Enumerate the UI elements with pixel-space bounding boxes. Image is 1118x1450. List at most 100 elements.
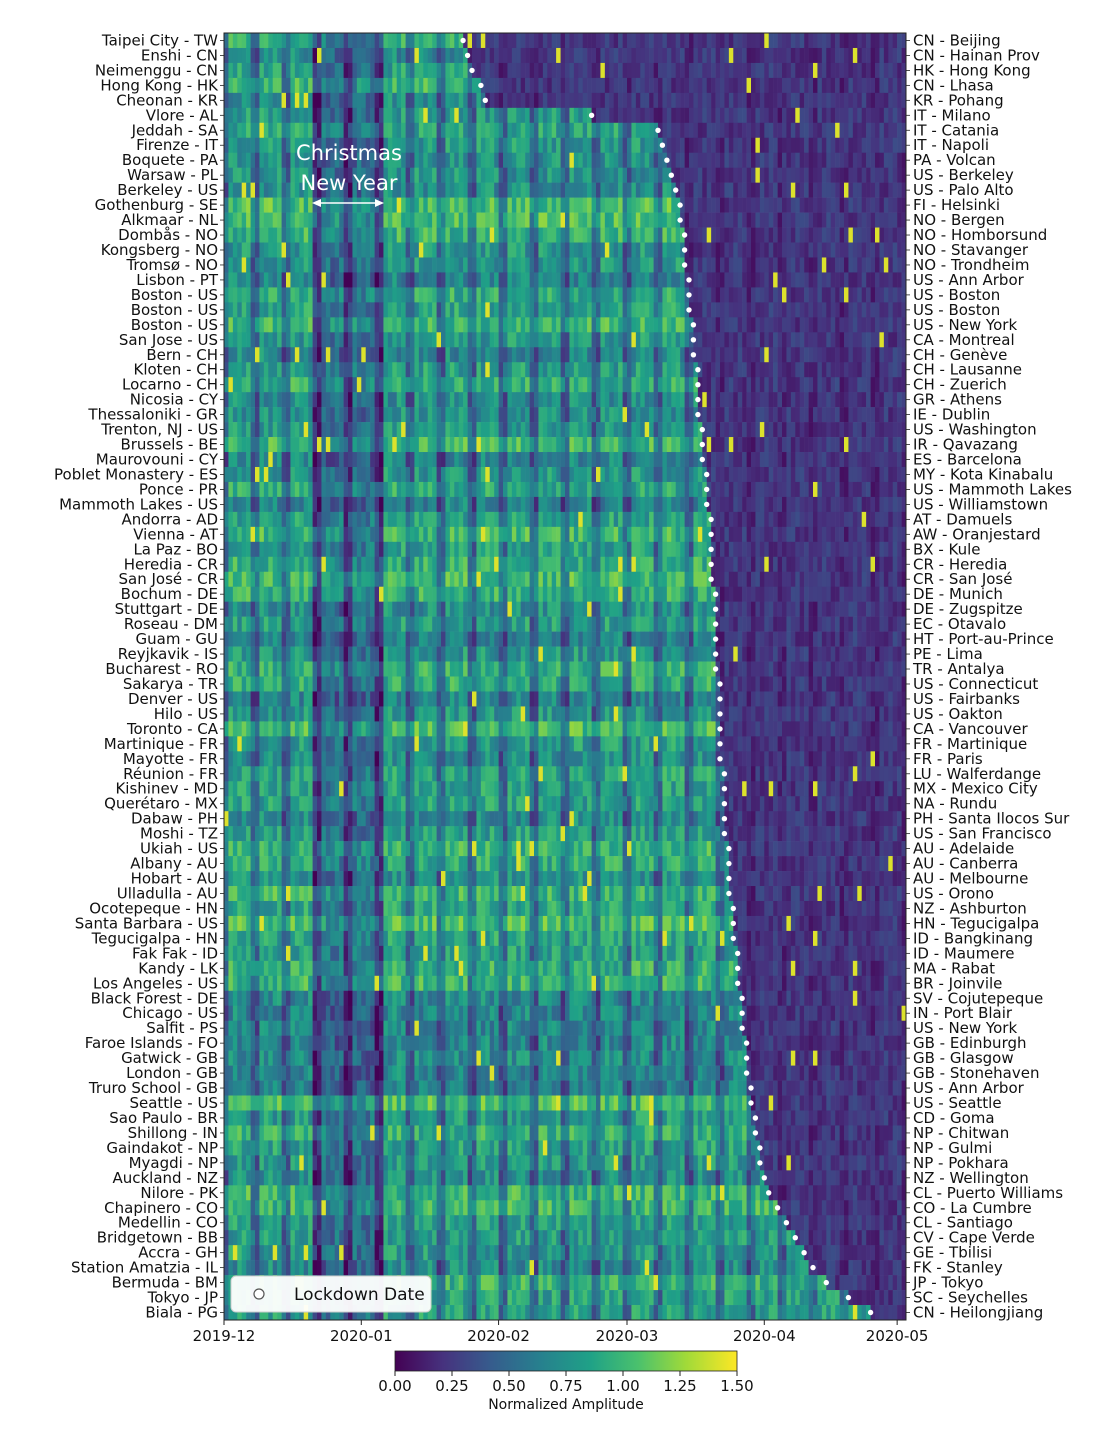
heatmap-cell — [343, 496, 349, 513]
heatmap-cell — [511, 62, 517, 79]
heatmap-cell — [844, 212, 849, 228]
heatmap-cell — [724, 496, 730, 513]
heatmap-cell — [892, 377, 898, 393]
heatmap-cell — [786, 452, 792, 468]
heatmap-cell — [467, 332, 473, 348]
heatmap-cell — [445, 422, 451, 438]
heatmap-cell — [228, 33, 234, 49]
heatmap-cell — [538, 362, 544, 378]
heatmap-cell — [281, 287, 287, 303]
heatmap-cell — [489, 377, 495, 393]
heatmap-cell — [613, 437, 619, 453]
heatmap-cell — [449, 107, 455, 124]
heatmap-cell — [578, 496, 584, 513]
heatmap-cell — [866, 481, 871, 498]
heatmap-cell — [861, 33, 867, 49]
heatmap-cell — [565, 92, 570, 109]
heatmap-cell — [511, 107, 517, 124]
heatmap-cell — [268, 257, 274, 273]
heatmap-cell — [857, 437, 863, 453]
heatmap-cell — [609, 137, 615, 154]
heatmap-cell — [352, 152, 358, 168]
heatmap-cell — [480, 33, 486, 49]
heatmap-cell — [901, 197, 907, 213]
heatmap-cell — [795, 197, 801, 213]
heatmap-cell — [613, 107, 619, 124]
heatmap-cell — [356, 422, 362, 438]
heatmap-cell — [480, 257, 486, 273]
heatmap-cell — [339, 496, 344, 513]
heatmap-cell — [343, 481, 349, 498]
heatmap-cell — [697, 167, 703, 183]
heatmap-cell — [246, 466, 251, 483]
heatmap-cell — [627, 167, 632, 183]
heatmap-cell — [348, 137, 353, 154]
heatmap-cell — [821, 347, 827, 363]
heatmap-cell — [866, 137, 871, 154]
heatmap-cell — [821, 242, 827, 258]
heatmap-cell — [844, 466, 849, 483]
heatmap-cell — [582, 197, 588, 213]
heatmap-cell — [520, 392, 526, 408]
heatmap-cell — [361, 167, 367, 183]
heatmap-cell — [312, 287, 318, 303]
heatmap-cell — [224, 137, 229, 154]
heatmap-cell — [591, 62, 597, 79]
heatmap-cell — [883, 197, 889, 213]
heatmap-cell — [441, 47, 446, 64]
heatmap-cell — [414, 47, 420, 64]
heatmap-cell — [556, 152, 561, 168]
heatmap-cell — [454, 362, 460, 378]
heatmap-cell — [861, 182, 867, 198]
heatmap-cell — [250, 287, 256, 303]
heatmap-cell — [507, 347, 513, 363]
heatmap-cell — [352, 466, 358, 483]
heatmap-cell — [529, 287, 535, 303]
heatmap-cell — [751, 77, 756, 94]
heatmap-cell — [396, 407, 402, 423]
heatmap-cell — [268, 212, 274, 228]
heatmap-cell — [720, 332, 725, 348]
heatmap-cell — [631, 212, 637, 228]
heatmap-cell — [232, 92, 238, 109]
heatmap-cell — [565, 437, 570, 453]
heatmap-cell — [795, 77, 801, 94]
heatmap-cell — [432, 272, 437, 288]
heatmap-cell — [622, 452, 628, 468]
heatmap-cell — [286, 437, 291, 453]
heatmap-cell — [463, 466, 468, 483]
heatmap-cell — [627, 302, 632, 318]
heatmap-cell — [441, 496, 446, 513]
heatmap-cell — [596, 47, 601, 64]
heatmap-cell — [489, 347, 495, 363]
heatmap-cell — [560, 392, 566, 408]
heatmap-cell — [534, 377, 539, 393]
heatmap-cell — [485, 212, 491, 228]
heatmap-cell — [635, 227, 641, 243]
heatmap-cell — [693, 272, 699, 288]
heatmap-cell — [901, 107, 907, 124]
heatmap-cell — [768, 182, 774, 198]
heatmap-cell — [596, 437, 601, 453]
heatmap-cell — [343, 107, 349, 124]
heatmap-cell — [697, 77, 703, 94]
heatmap-cell — [830, 377, 836, 393]
heatmap-cell — [817, 107, 823, 124]
heatmap-cell — [751, 392, 756, 408]
heatmap-cell — [463, 287, 468, 303]
heatmap-cell — [356, 347, 362, 363]
heatmap-cell — [387, 496, 393, 513]
heatmap-cell — [702, 227, 708, 243]
heatmap-cell — [658, 77, 663, 94]
heatmap-cell — [317, 137, 322, 154]
heatmap-cell — [777, 167, 783, 183]
heatmap-cell — [666, 197, 672, 213]
heatmap-cell — [622, 212, 628, 228]
heatmap-cell — [418, 47, 424, 64]
heatmap-cell — [901, 92, 907, 109]
heatmap-cell — [901, 362, 907, 378]
heatmap-cell — [866, 496, 871, 513]
heatmap-cell — [294, 511, 300, 528]
heatmap-cell — [423, 137, 429, 154]
heatmap-cell — [255, 302, 260, 318]
